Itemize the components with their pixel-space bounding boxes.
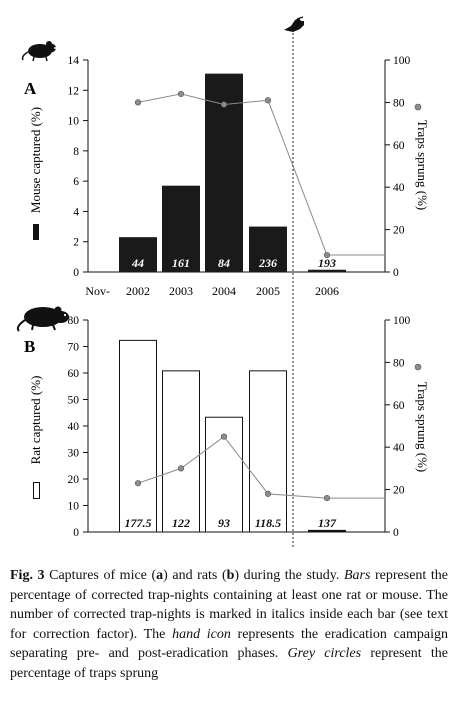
traps-sprung-point-b: [134, 480, 142, 487]
y2-tick-label-b: 60: [393, 400, 405, 412]
rat-icon: [16, 306, 69, 332]
bar-b: [119, 339, 157, 533]
panel-label-a: A: [24, 79, 37, 98]
bar-b: [162, 370, 200, 533]
y2-tick-label-a: 80: [393, 97, 405, 109]
y-tick-label-a: 0: [73, 267, 79, 279]
x-tick-label-a: 2005: [256, 284, 280, 298]
traps-sprung-line-b: [137, 435, 385, 499]
bar-count-label-a: 84: [218, 256, 230, 270]
y-tick-label-b: 20: [68, 474, 80, 486]
bar-a: [119, 237, 157, 272]
y-tick-label-b: 70: [68, 342, 80, 354]
x-tick-label-a: 2002: [126, 284, 150, 298]
legend-filled-bar-symbol: [33, 224, 39, 240]
bar-count-label-b: 122: [172, 516, 190, 530]
y2-tick-label-b: 40: [393, 442, 405, 454]
bar-count-label-b: 93: [218, 516, 230, 530]
y2-tick-label-a: 20: [393, 225, 405, 237]
traps-sprung-point-b: [177, 465, 185, 472]
y-tick-label-a: 8: [73, 146, 79, 158]
y-tick-label-b: 50: [68, 395, 80, 407]
legend-open-bar-symbol: [33, 482, 40, 499]
bar-a: [308, 269, 346, 272]
y-axis-title-a: Mouse captured (%): [28, 107, 43, 240]
x-tick-label-a: 2003: [169, 284, 193, 298]
traps-sprung-point-b: [264, 490, 272, 497]
y-axis-label-b: Rat captured (%): [28, 376, 43, 465]
y2-tick-label-a: 0: [393, 267, 399, 279]
y2-tick-label-b: 80: [393, 357, 405, 369]
y2-tick-label-b: 0: [393, 527, 399, 539]
panel-b: B Rat captured (%) Traps sprung (%) 0 10 2…: [16, 306, 430, 539]
traps-sprung-point-b: [220, 433, 228, 440]
bar-count-label-a: 44: [131, 256, 144, 270]
figure: A Mouse captured (%) Traps sprung (%) 0 2…: [16, 16, 430, 548]
bar-count-label-b: 177.5: [125, 516, 152, 530]
y-axis-label-a: Mouse captured (%): [28, 107, 43, 213]
x-prefix-label: Nov-: [85, 284, 110, 298]
y-tick-label-b: 0: [73, 527, 79, 539]
y-tick-label-a: 14: [68, 55, 80, 67]
traps-sprung-point-a: [220, 101, 228, 108]
y2-axis-label-b: Traps sprung (%): [415, 382, 430, 473]
traps-sprung-line-a: [137, 93, 385, 256]
y-tick-label-a: 12: [68, 85, 80, 97]
y2-tick-label-a: 100: [393, 55, 411, 67]
y2-tick-label-a: 40: [393, 182, 405, 194]
y-tick-label-a: 6: [73, 176, 79, 188]
bar-count-label-b: 118.5: [255, 516, 281, 530]
figure-label: Fig. 3: [10, 568, 45, 583]
traps-sprung-point-a: [134, 99, 142, 106]
y2-axis-label-a: Traps sprung (%): [415, 120, 430, 211]
y-tick-label-b: 10: [68, 501, 80, 513]
panel-a: A Mouse captured (%) Traps sprung (%) 0 2…: [21, 41, 430, 298]
y-tick-label-a: 10: [68, 116, 80, 128]
y-tick-label-a: 2: [73, 237, 79, 249]
legend-grey-circle-b: [414, 363, 422, 371]
panel-label-b: B: [24, 337, 35, 356]
traps-sprung-point-a: [264, 97, 272, 104]
traps-sprung-point-a: [177, 90, 185, 98]
bar-a: [249, 226, 287, 272]
bar-b: [308, 529, 346, 533]
y-tick-label-a: 4: [73, 206, 79, 218]
traps-sprung-point-b: [323, 494, 331, 502]
caption-body: Captures of mice (a) and rats (b) during…: [10, 568, 449, 681]
y-tick-label-b: 60: [68, 368, 80, 380]
traps-sprung-point-a: [323, 251, 331, 259]
hand-icon: [284, 16, 304, 32]
bar-count-label-a: 193: [318, 256, 336, 270]
y2-tick-label-b: 100: [393, 315, 411, 327]
y2-tick-label-b: 20: [393, 485, 405, 497]
bar-count-label-b: 137: [318, 516, 337, 530]
x-tick-label-a: 2004: [212, 284, 236, 298]
mouse-icon: [21, 41, 56, 62]
y-tick-label-b: 80: [68, 315, 80, 327]
legend-grey-circle-a: [414, 103, 422, 111]
bar-a: [162, 185, 200, 272]
bar-b: [249, 370, 287, 533]
y-tick-label-b: 40: [68, 421, 80, 433]
bar-count-label-a: 161: [172, 256, 190, 270]
y-tick-label-b: 30: [68, 448, 80, 460]
bar-count-label-a: 236: [258, 256, 277, 270]
y2-tick-label-a: 60: [393, 140, 405, 152]
figure-caption: Fig. 3 Captures of mice (a) and rats (b)…: [10, 566, 448, 683]
x-tick-label-a: 2006: [315, 284, 339, 298]
